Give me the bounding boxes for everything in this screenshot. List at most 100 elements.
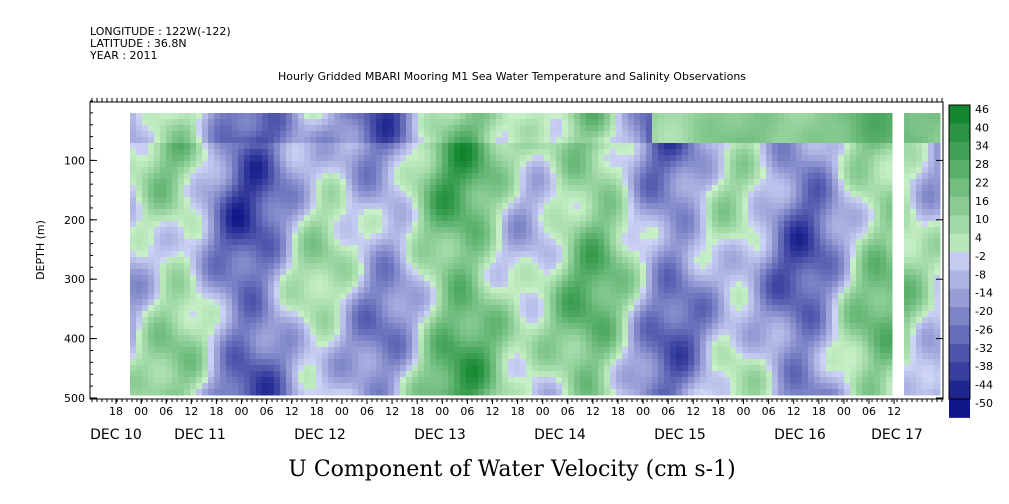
- heat-cell: [454, 173, 461, 180]
- heat-cell: [244, 215, 251, 222]
- heat-cell: [520, 173, 527, 180]
- heat-cell: [304, 215, 311, 222]
- heat-cell: [256, 359, 263, 366]
- heat-cell: [142, 377, 149, 384]
- heat-cell: [304, 173, 311, 180]
- heat-cell: [508, 257, 515, 264]
- heat-cell: [406, 203, 413, 210]
- heat-cell: [280, 275, 287, 282]
- heat-cell: [466, 323, 473, 330]
- heat-cell: [448, 173, 455, 180]
- heat-cell: [670, 305, 677, 312]
- heat-cell: [142, 215, 149, 222]
- heat-cell: [718, 245, 725, 252]
- heat-cell: [598, 341, 605, 348]
- heat-cell: [250, 275, 257, 282]
- heat-cell: [706, 359, 713, 366]
- heat-cell: [490, 287, 497, 294]
- heat-cell: [718, 251, 725, 258]
- heat-cell: [250, 371, 257, 378]
- heat-cell: [454, 149, 461, 156]
- heat-cell: [268, 287, 275, 294]
- heat-cell: [718, 287, 725, 294]
- heat-cell: [616, 161, 623, 168]
- heat-cell: [484, 221, 491, 228]
- heat-cell: [718, 197, 725, 204]
- heat-cell: [274, 323, 281, 330]
- heat-cell: [484, 125, 491, 132]
- heat-cell: [376, 179, 383, 186]
- heat-cell: [694, 353, 701, 360]
- heat-cell: [496, 317, 503, 324]
- heat-cell: [250, 125, 257, 132]
- heat-cell: [748, 383, 755, 390]
- heat-cell: [196, 389, 203, 396]
- heat-cell: [352, 353, 359, 360]
- heat-cell: [460, 305, 467, 312]
- heat-cell: [364, 275, 371, 282]
- heat-cell: [382, 149, 389, 156]
- heat-cell: [688, 167, 695, 174]
- heat-cell: [304, 281, 311, 288]
- heat-cell: [226, 239, 233, 246]
- heat-cell: [304, 341, 311, 348]
- heat-cell: [658, 239, 665, 246]
- heat-cell: [694, 287, 701, 294]
- heat-cell: [550, 125, 557, 132]
- heat-cell: [598, 221, 605, 228]
- heat-cell: [478, 245, 485, 252]
- heat-cell: [592, 143, 599, 150]
- heat-cell: [352, 317, 359, 324]
- heat-cell: [208, 245, 215, 252]
- heat-cell: [358, 305, 365, 312]
- heat-cell: [610, 137, 617, 144]
- heat-cell: [694, 365, 701, 372]
- heat-cell: [550, 287, 557, 294]
- heat-cell: [424, 149, 431, 156]
- heat-cell: [262, 263, 269, 270]
- heat-cell: [706, 299, 713, 306]
- heat-cell: [190, 125, 197, 132]
- heat-cell: [190, 245, 197, 252]
- heat-cell: [382, 359, 389, 366]
- heat-cell: [538, 125, 545, 132]
- heat-cell: [700, 131, 707, 138]
- heat-cell: [370, 329, 377, 336]
- heat-cell: [220, 317, 227, 324]
- heat-cell: [148, 335, 155, 342]
- heat-cell: [760, 287, 767, 294]
- heat-cell: [232, 305, 239, 312]
- heat-cell: [358, 371, 365, 378]
- heat-cell: [562, 347, 569, 354]
- heat-cell: [634, 269, 641, 276]
- heat-cell: [508, 347, 515, 354]
- heat-cell: [664, 311, 671, 318]
- heat-cell: [472, 149, 479, 156]
- heat-cell: [400, 149, 407, 156]
- heat-cell: [592, 125, 599, 132]
- heat-cell: [412, 371, 419, 378]
- heat-cell: [472, 221, 479, 228]
- heat-cell: [532, 191, 539, 198]
- heat-cell: [274, 371, 281, 378]
- heat-cell: [622, 239, 629, 246]
- heat-cell: [358, 293, 365, 300]
- heat-cell: [274, 311, 281, 318]
- heat-cell: [718, 335, 725, 342]
- heat-cell: [238, 305, 245, 312]
- heat-cell: [412, 335, 419, 342]
- heat-cell: [322, 275, 329, 282]
- heat-cell: [262, 221, 269, 228]
- heat-cell: [136, 173, 143, 180]
- heat-cell: [400, 113, 407, 120]
- heat-cell: [406, 113, 413, 120]
- heat-cell: [712, 149, 719, 156]
- heat-cell: [682, 173, 689, 180]
- heat-cell: [250, 377, 257, 384]
- heat-cell: [466, 167, 473, 174]
- heat-cell: [742, 359, 749, 366]
- heat-cell: [598, 257, 605, 264]
- heat-cell: [514, 347, 521, 354]
- heat-cell: [358, 209, 365, 216]
- heat-cell: [598, 137, 605, 144]
